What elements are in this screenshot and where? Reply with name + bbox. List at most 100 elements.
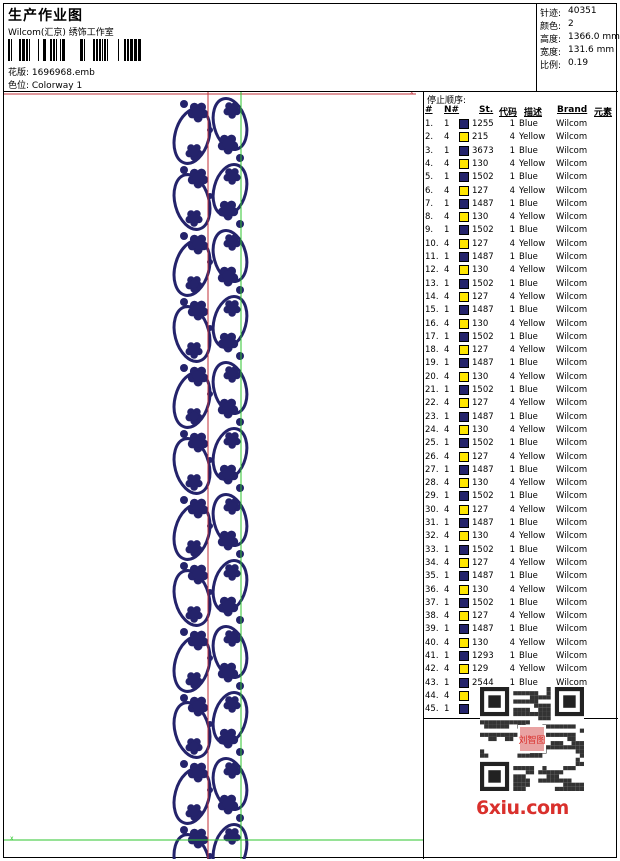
stop-row[interactable]: 44. 4: [424, 690, 618, 703]
colorway-label: 色位: Colorway 1: [8, 81, 83, 91]
row-stitches: 127: [472, 345, 489, 356]
row-needle: 1: [444, 464, 450, 475]
stop-row[interactable]: 24. 4 130 4 Yellow Wilcom: [424, 424, 618, 437]
col-stitches: St.: [479, 105, 494, 115]
stop-row[interactable]: 37. 1 1502 1 Blue Wilcom: [424, 597, 618, 610]
stat-label: 高度:: [540, 35, 562, 45]
row-needle: 4: [444, 238, 450, 249]
design-preview-canvas[interactable]: x x: [4, 92, 424, 859]
stop-row[interactable]: 43. 1 2544 1 Blue Wilcom: [424, 677, 618, 690]
stop-row[interactable]: 41. 1 1293 1 Blue Wilcom: [424, 650, 618, 663]
stop-sequence-list: 停止顺序: # N# St. 代码 描述 Brand 元素 1. 1 1255 1 Bl…: [424, 92, 618, 718]
row-index: 22.: [425, 398, 439, 409]
stop-row[interactable]: 16. 4 130 4 Yellow Wilcom: [424, 318, 618, 331]
stop-row[interactable]: 12. 4 130 4 Yellow Wilcom: [424, 264, 618, 277]
stop-row[interactable]: 39. 1 1487 1 Blue Wilcom: [424, 623, 618, 636]
design-stats-panel: 针迹: 40351 颜色: 2 高度: 1366.0 mm 宽度: 131.6 mm 比…: [537, 4, 620, 92]
stop-row[interactable]: 13. 1 1502 1 Blue Wilcom: [424, 278, 618, 291]
row-code: 1: [509, 225, 515, 236]
stop-row[interactable]: 30. 4 127 4 Yellow Wilcom: [424, 504, 618, 517]
color-swatch-icon: [459, 411, 469, 422]
stat-scale: 比例: 0.19: [540, 58, 588, 71]
stop-row[interactable]: 26. 4 127 4 Yellow Wilcom: [424, 451, 618, 464]
row-brand: Wilcom: [556, 584, 588, 595]
stop-row[interactable]: 33. 1 1502 1 Blue Wilcom: [424, 544, 618, 557]
row-description: Blue: [519, 358, 538, 369]
row-needle: 4: [444, 451, 450, 462]
row-brand: Wilcom: [556, 518, 588, 528]
row-index: 10.: [425, 238, 439, 249]
stop-row[interactable]: 8. 4 130 4 Yellow Wilcom: [424, 211, 618, 224]
row-description: Blue: [519, 198, 538, 209]
row-needle: 1: [444, 278, 450, 289]
row-index: 31.: [425, 518, 439, 528]
stop-row[interactable]: 15. 1 1487 1 Blue Wilcom: [424, 304, 618, 317]
row-needle: 1: [444, 385, 450, 395]
row-code: 1: [509, 305, 515, 316]
stop-row[interactable]: 1. 1 1255 1 Blue Wilcom: [424, 118, 618, 131]
stop-row[interactable]: 20. 4 130 4 Yellow Wilcom: [424, 371, 618, 384]
stat-label: 针迹:: [540, 9, 562, 19]
stop-row[interactable]: 38. 4 127 4 Yellow Wilcom: [424, 610, 618, 623]
stop-row[interactable]: 14. 4 127 4 Yellow Wilcom: [424, 291, 618, 304]
color-swatch-icon: [459, 597, 469, 608]
stop-row[interactable]: 45. 1: [424, 703, 618, 716]
stop-row[interactable]: 34. 4 127 4 Yellow Wilcom: [424, 557, 618, 570]
row-stitches: 1487: [472, 358, 494, 369]
row-stitches: 1487: [472, 198, 494, 209]
stop-row[interactable]: 31. 1 1487 1 Blue Wilcom: [424, 517, 618, 530]
row-code: 4: [509, 132, 515, 143]
stop-row[interactable]: 27. 1 1487 1 Blue Wilcom: [424, 464, 618, 477]
row-stitches: 130: [472, 158, 489, 169]
stop-row[interactable]: 36. 4 130 4 Yellow Wilcom: [424, 584, 618, 597]
stop-row[interactable]: 18. 4 127 4 Yellow Wilcom: [424, 344, 618, 357]
stop-row[interactable]: 23. 1 1487 1 Blue Wilcom: [424, 411, 618, 424]
row-needle: 4: [444, 158, 450, 169]
stop-row[interactable]: 32. 4 130 4 Yellow Wilcom: [424, 530, 618, 543]
row-stitches: 1502: [472, 225, 494, 236]
stop-row[interactable]: 40. 4 130 4 Yellow Wilcom: [424, 637, 618, 650]
row-index: 27.: [425, 464, 439, 475]
row-index: 34.: [425, 557, 439, 568]
stop-row[interactable]: 3. 1 3673 1 Blue Wilcom: [424, 145, 618, 158]
stop-row[interactable]: 9. 1 1502 1 Blue Wilcom: [424, 224, 618, 237]
row-index: 33.: [425, 544, 439, 555]
row-stitches: 1502: [472, 385, 494, 395]
stop-row[interactable]: 5. 1 1502 1 Blue Wilcom: [424, 171, 618, 184]
row-needle: 4: [444, 132, 450, 143]
stop-row[interactable]: 19. 1 1487 1 Blue Wilcom: [424, 357, 618, 370]
row-needle: 1: [444, 438, 450, 449]
stop-row[interactable]: 10. 4 127 4 Yellow Wilcom: [424, 238, 618, 251]
stop-row[interactable]: 35. 1 1487 1 Blue Wilcom: [424, 570, 618, 583]
row-index: 41.: [425, 651, 439, 661]
row-brand: Wilcom: [556, 238, 588, 249]
row-brand: Wilcom: [556, 398, 588, 409]
stop-row[interactable]: 6. 4 127 4 Yellow Wilcom: [424, 185, 618, 198]
stop-row[interactable]: 25. 1 1502 1 Blue Wilcom: [424, 437, 618, 450]
stop-row[interactable]: 22. 4 127 4 Yellow Wilcom: [424, 397, 618, 410]
stop-row[interactable]: 21. 1 1502 1 Blue Wilcom: [424, 384, 618, 397]
stop-row[interactable]: 11. 1 1487 1 Blue Wilcom: [424, 251, 618, 264]
row-code: 1: [509, 438, 515, 449]
row-index: 5.: [425, 172, 434, 183]
row-index: 17.: [425, 331, 439, 342]
row-description: Blue: [519, 252, 538, 262]
row-index: 42.: [425, 664, 439, 675]
row-brand: Wilcom: [556, 225, 588, 236]
stop-row[interactable]: 28. 4 130 4 Yellow Wilcom: [424, 477, 618, 490]
stop-row[interactable]: 17. 1 1502 1 Blue Wilcom: [424, 331, 618, 344]
stop-row[interactable]: 29. 1 1502 1 Blue Wilcom: [424, 490, 618, 503]
row-description: Blue: [519, 119, 538, 129]
row-needle: 1: [444, 411, 450, 422]
stop-row[interactable]: 2. 4 215 4 Yellow Wilcom: [424, 131, 618, 144]
sheet-title: 生产作业图: [8, 8, 83, 24]
stop-row[interactable]: 7. 1 1487 1 Blue Wilcom: [424, 198, 618, 211]
row-description: Blue: [519, 225, 538, 236]
color-swatch-icon: [459, 624, 469, 635]
row-code: 1: [509, 624, 515, 635]
stop-row[interactable]: 42. 4 129 4 Yellow Wilcom: [424, 663, 618, 676]
stop-row[interactable]: 4. 4 130 4 Yellow Wilcom: [424, 158, 618, 171]
color-swatch-icon: [459, 305, 469, 316]
row-code: 1: [509, 518, 515, 528]
row-brand: Wilcom: [556, 212, 588, 223]
